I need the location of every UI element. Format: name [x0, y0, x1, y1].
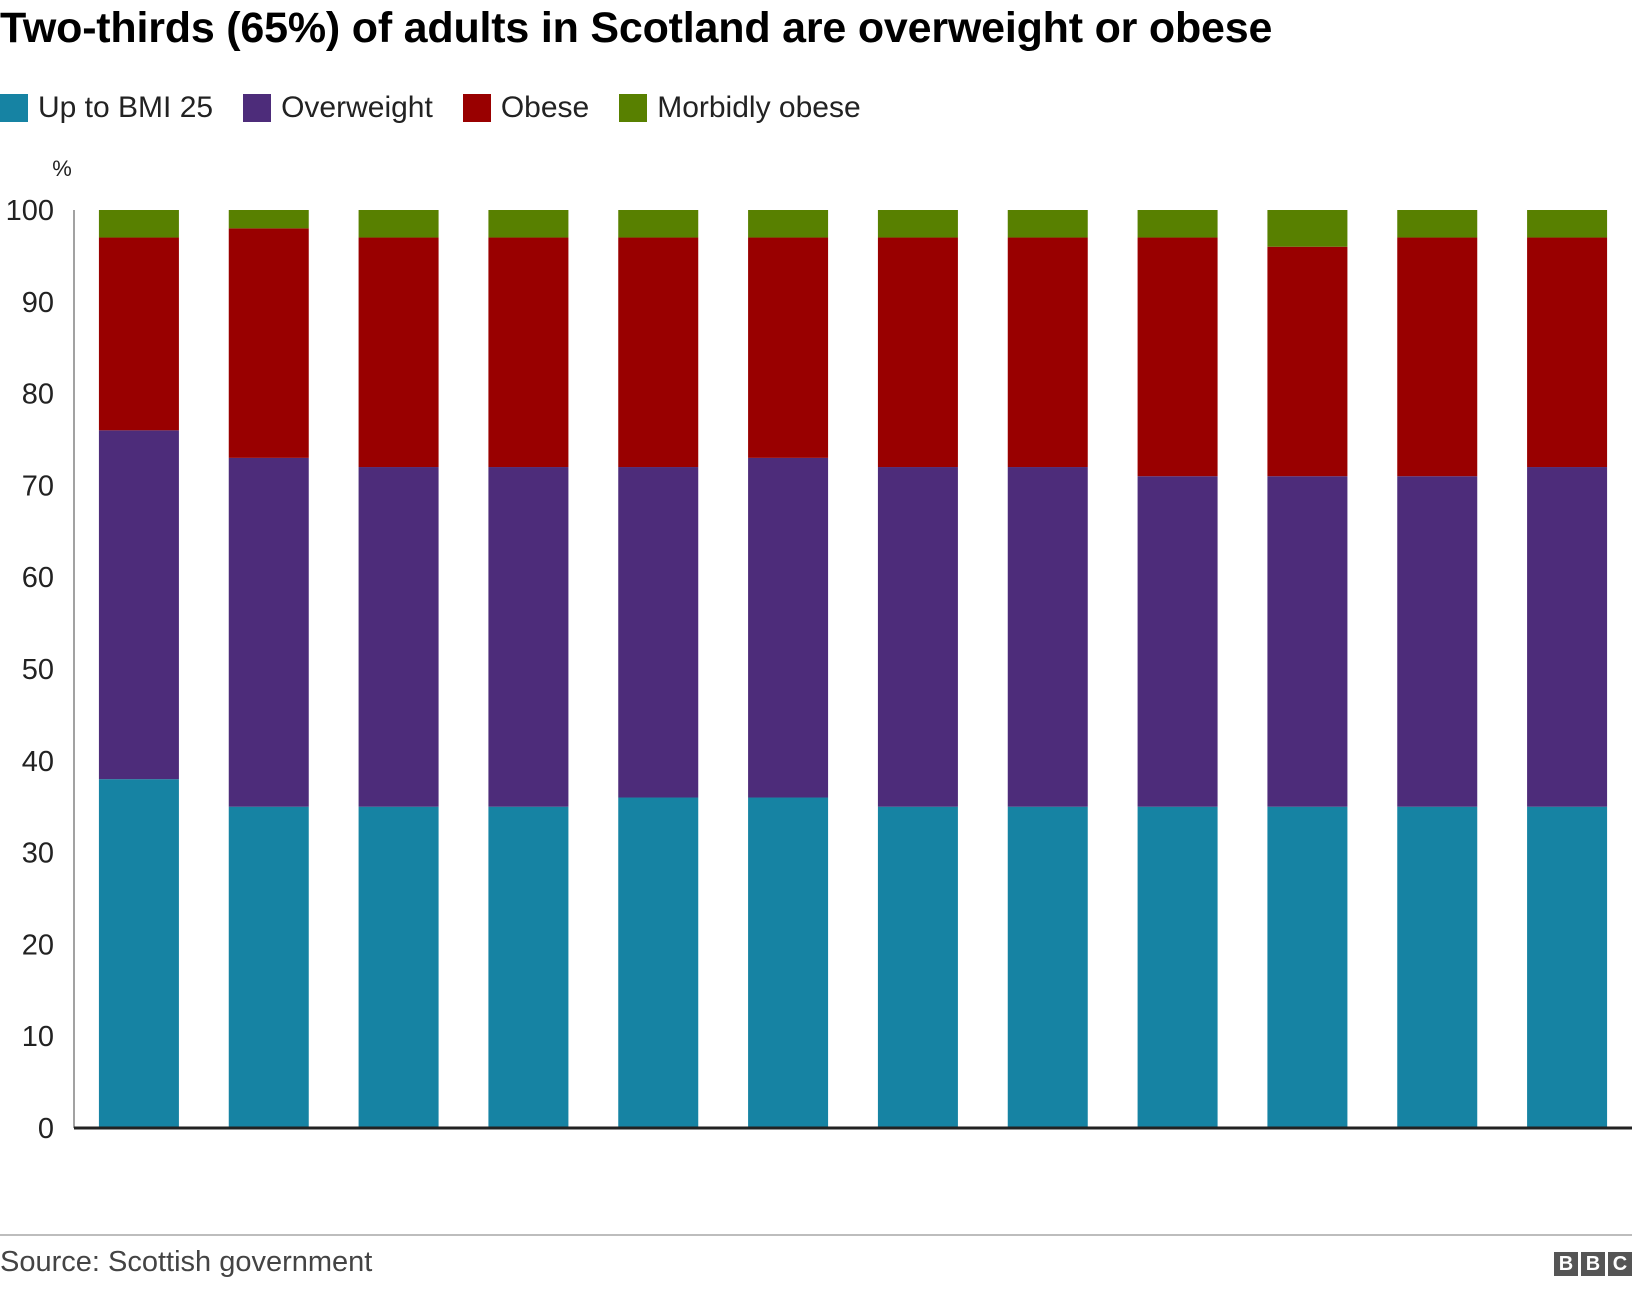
y-axis-unit-label: %	[52, 156, 72, 181]
bar-up-to-bmi-25-2015	[1137, 806, 1218, 1128]
legend-item-morbidly-obese: Morbidly obese	[619, 91, 861, 125]
bar-overweight-2009	[358, 467, 439, 807]
bar-up-to-bmi-25-2012	[748, 797, 829, 1128]
bar-obese-2013	[877, 237, 958, 468]
bar-up-to-bmi-25-2003	[98, 779, 179, 1128]
bar-overweight-2012	[748, 457, 829, 798]
bar-morbidly-obese-2010	[488, 210, 569, 238]
bar-obese-2014	[1007, 237, 1088, 468]
y-tick-label: 90	[22, 287, 54, 319]
bbc-logo: B B C	[1551, 1252, 1632, 1276]
y-tick-label: 70	[22, 470, 54, 502]
bar-morbidly-obese-2011	[618, 210, 699, 238]
footer-divider	[0, 1234, 1632, 1236]
bar-overweight-2010	[488, 467, 569, 807]
bar-up-to-bmi-25-2011	[618, 797, 699, 1128]
legend-label-obese: Obese	[500, 91, 590, 124]
legend-swatch-up-to-bmi-25	[0, 94, 28, 122]
bar-obese-2015	[1137, 237, 1218, 477]
bbc-logo-letter: B	[1581, 1252, 1605, 1276]
bar-up-to-bmi-25-2016	[1267, 806, 1348, 1128]
legend-item-obese: Obese	[462, 91, 590, 125]
bar-overweight-2003	[98, 430, 179, 780]
bbc-logo-letter: B	[1554, 1252, 1578, 1276]
bar-overweight-2018	[1527, 467, 1608, 807]
bar-obese-2012	[748, 237, 829, 458]
y-tick-label: 20	[22, 929, 54, 961]
bar-morbidly-obese-2014	[1007, 210, 1088, 238]
y-tick-label: 100	[6, 195, 54, 227]
bar-morbidly-obese-2003	[98, 210, 179, 238]
bar-overweight-2013	[877, 467, 958, 807]
bar-up-to-bmi-25-2018	[1527, 806, 1608, 1128]
bar-morbidly-obese-2018	[1527, 210, 1608, 238]
bar-up-to-bmi-25-2010	[488, 806, 569, 1128]
bar-morbidly-obese-2009	[358, 210, 439, 238]
bar-overweight-2008	[228, 457, 309, 807]
legend-swatch-obese	[462, 94, 491, 122]
bar-morbidly-obese-2013	[877, 210, 958, 238]
bar-up-to-bmi-25-2017	[1397, 806, 1478, 1128]
bbc-logo-letter: C	[1608, 1252, 1632, 1276]
y-tick-label: 40	[22, 746, 54, 778]
y-tick-label: 50	[22, 654, 54, 686]
bar-obese-2011	[618, 237, 699, 468]
chart-legend: Up to BMI 25 Overweight Obese Morbidly o…	[0, 90, 891, 126]
bar-morbidly-obese-2017	[1397, 210, 1478, 238]
legend-item-overweight: Overweight	[243, 91, 433, 125]
legend-label-up-to-bmi-25: Up to BMI 25	[38, 91, 214, 124]
bar-overweight-2017	[1397, 476, 1478, 807]
bar-obese-2017	[1397, 237, 1478, 477]
bar-up-to-bmi-25-2009	[358, 806, 439, 1128]
bar-obese-2016	[1267, 246, 1348, 477]
chart-title: Two-thirds (65%) of adults in Scotland a…	[0, 4, 1273, 52]
bar-obese-2018	[1527, 237, 1608, 468]
bar-morbidly-obese-2016	[1267, 210, 1348, 247]
bar-overweight-2011	[618, 467, 699, 798]
bar-obese-2008	[228, 228, 309, 458]
bar-morbidly-obese-2008	[228, 210, 309, 229]
bar-up-to-bmi-25-2013	[877, 806, 958, 1128]
bar-obese-2003	[98, 237, 179, 431]
legend-label-overweight: Overweight	[281, 91, 433, 124]
y-tick-label: 80	[22, 379, 54, 411]
legend-swatch-overweight	[243, 94, 272, 122]
source-note: Source: Scottish government	[0, 1246, 373, 1278]
bar-morbidly-obese-2015	[1137, 210, 1218, 238]
bar-overweight-2014	[1007, 467, 1088, 807]
bar-obese-2010	[488, 237, 569, 468]
y-tick-label: 60	[22, 562, 54, 594]
y-tick-label: 0	[38, 1113, 54, 1140]
y-tick-label: 30	[22, 838, 54, 870]
bar-morbidly-obese-2012	[748, 210, 829, 238]
y-tick-label: 10	[22, 1021, 54, 1053]
legend-label-morbidly-obese: Morbidly obese	[657, 91, 861, 124]
legend-item-up-to-bmi-25: Up to BMI 25	[0, 91, 213, 125]
bar-up-to-bmi-25-2008	[228, 806, 309, 1128]
bar-up-to-bmi-25-2014	[1007, 806, 1088, 1128]
bar-obese-2009	[358, 237, 439, 468]
stacked-bar-chart: %010203040506070809010020032008200920102…	[6, 156, 1632, 1140]
legend-swatch-morbidly-obese	[619, 94, 648, 122]
bar-overweight-2015	[1137, 476, 1218, 807]
bar-overweight-2016	[1267, 476, 1348, 807]
